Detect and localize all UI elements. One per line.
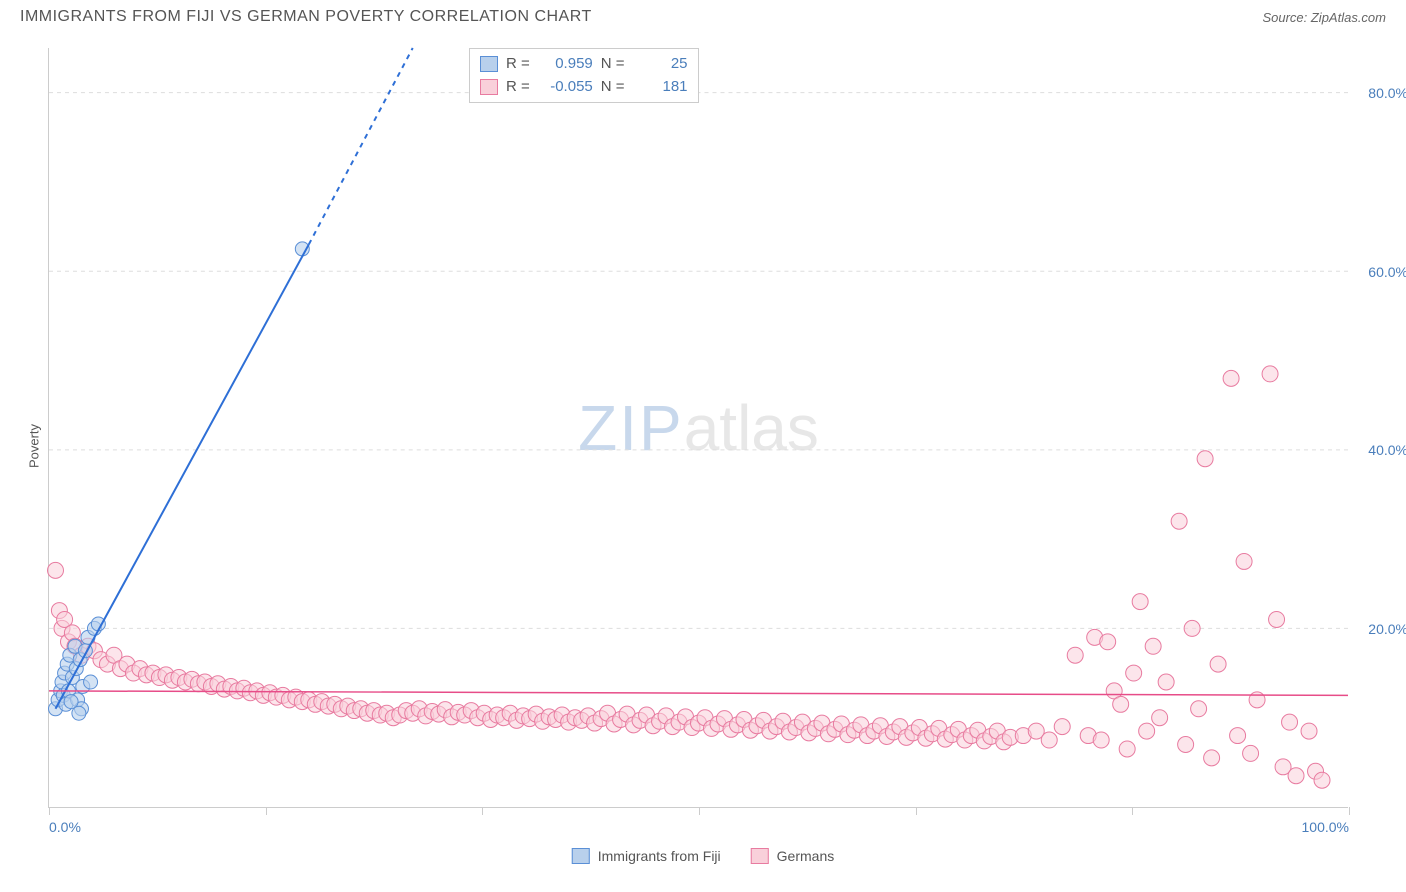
stats-row-fiji: R = 0.959 N = 25: [480, 53, 688, 76]
r-label: R =: [506, 53, 530, 76]
source-prefix: Source:: [1262, 10, 1310, 25]
r-value-germans: -0.055: [538, 76, 593, 99]
legend-swatch-germans: [751, 848, 769, 864]
n-value-fiji: 25: [633, 53, 688, 76]
legend-swatch-fiji: [572, 848, 590, 864]
bottom-legend: Immigrants from Fiji Germans: [572, 848, 834, 864]
y-tick-label: 20.0%: [1368, 621, 1406, 637]
x-tick-label: 0.0%: [49, 819, 81, 835]
n-value-germans: 181: [633, 76, 688, 99]
r-label: R =: [506, 76, 530, 99]
r-value-fiji: 0.959: [538, 53, 593, 76]
swatch-fiji: [480, 56, 498, 72]
x-tick: [49, 807, 50, 815]
x-tick: [482, 807, 483, 815]
stats-row-germans: R = -0.055 N = 181: [480, 76, 688, 99]
n-label: N =: [601, 53, 625, 76]
scatter-plot-svg: [49, 48, 1348, 807]
legend-label-germans: Germans: [777, 848, 835, 864]
correlation-stats-box: R = 0.959 N = 25 R = -0.055 N = 181: [469, 48, 699, 103]
legend-item-germans: Germans: [751, 848, 835, 864]
legend-item-fiji: Immigrants from Fiji: [572, 848, 721, 864]
x-tick: [1132, 807, 1133, 815]
y-tick-label: 60.0%: [1368, 264, 1406, 280]
x-tick: [266, 807, 267, 815]
x-tick: [699, 807, 700, 815]
y-axis-label: Poverty: [27, 424, 42, 468]
x-tick: [916, 807, 917, 815]
n-label: N =: [601, 76, 625, 99]
chart-plot-area: ZIPatlas R = 0.959 N = 25 R = -0.055 N =…: [48, 48, 1348, 808]
swatch-germans: [480, 79, 498, 95]
x-tick-label: 100.0%: [1302, 819, 1349, 835]
legend-label-fiji: Immigrants from Fiji: [598, 848, 721, 864]
x-tick: [1349, 807, 1350, 815]
chart-title: IMMIGRANTS FROM FIJI VS GERMAN POVERTY C…: [20, 8, 592, 26]
source-name: ZipAtlas.com: [1311, 10, 1386, 25]
chart-header: IMMIGRANTS FROM FIJI VS GERMAN POVERTY C…: [0, 0, 1406, 30]
y-tick-label: 80.0%: [1368, 85, 1406, 101]
source-attribution: Source: ZipAtlas.com: [1262, 10, 1386, 25]
y-tick-label: 40.0%: [1368, 442, 1406, 458]
